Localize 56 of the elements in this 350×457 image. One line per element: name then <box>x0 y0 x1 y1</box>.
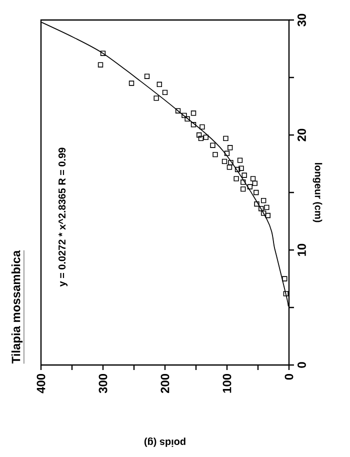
point <box>222 158 228 164</box>
point <box>224 150 230 156</box>
point <box>190 122 196 128</box>
point <box>154 96 159 101</box>
point <box>247 184 253 190</box>
point <box>212 152 218 158</box>
point <box>198 136 204 142</box>
point <box>162 90 168 96</box>
point <box>282 276 288 282</box>
x-tick-label: 100 <box>222 374 232 393</box>
point <box>258 206 264 212</box>
point <box>128 80 134 86</box>
point <box>252 180 258 186</box>
point <box>254 190 259 196</box>
x-tick-label: 400 <box>36 374 46 394</box>
point <box>228 145 233 150</box>
point <box>254 201 260 207</box>
point <box>184 116 190 122</box>
x-tick-label: 300 <box>98 374 108 394</box>
y-tick-label: 10 <box>298 244 306 256</box>
point <box>196 132 202 138</box>
x-axis-title: poids (g) <box>144 438 186 447</box>
point <box>250 176 256 182</box>
point <box>234 176 239 182</box>
y-tick-label: 20 <box>298 128 306 142</box>
point <box>175 108 181 114</box>
point <box>228 160 234 166</box>
y-tick-label: 30 <box>298 14 306 26</box>
annotation: y = 0.0272 * x^2.8365 R = 0.99 <box>58 148 68 287</box>
point <box>238 166 244 171</box>
x-tick-label: 0 <box>284 374 294 380</box>
point <box>240 180 246 185</box>
point <box>98 62 104 68</box>
point <box>223 136 228 142</box>
point <box>260 210 266 216</box>
point <box>156 82 162 87</box>
y-axis-title: longeur (cm) <box>312 163 322 222</box>
point <box>190 110 196 116</box>
point <box>226 164 232 170</box>
point <box>100 50 106 56</box>
point <box>283 291 288 296</box>
point <box>242 172 247 178</box>
point <box>265 212 271 218</box>
point <box>182 112 187 118</box>
y-tick-label: 0 <box>298 362 306 368</box>
point <box>210 142 216 148</box>
point <box>144 74 150 79</box>
point <box>264 204 270 210</box>
point <box>240 186 246 192</box>
point <box>200 124 205 130</box>
point <box>237 158 243 163</box>
point <box>203 134 209 140</box>
point <box>234 166 240 172</box>
x-tick-label: 200 <box>160 374 170 394</box>
point <box>260 198 266 204</box>
text: Tilapia mossambica <box>11 250 23 364</box>
